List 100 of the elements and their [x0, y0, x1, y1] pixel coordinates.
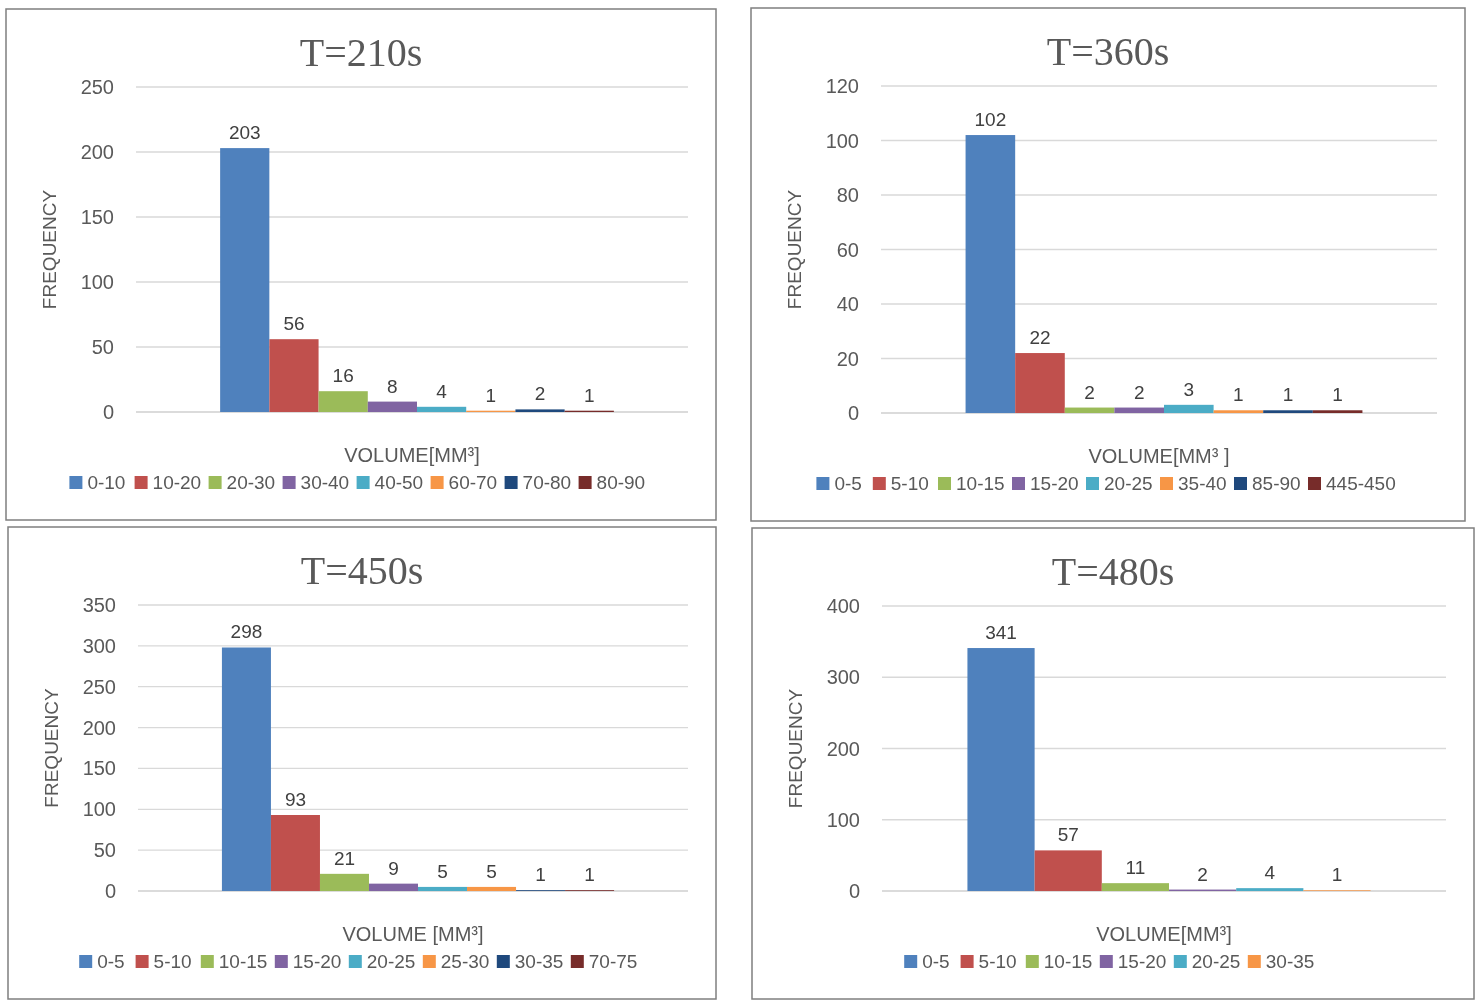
bar	[965, 135, 1016, 413]
y-tick-label: 200	[82, 716, 116, 739]
bar	[1263, 410, 1313, 413]
bar	[220, 148, 270, 412]
legend-label: 10-15	[1043, 951, 1093, 972]
data-label: 1	[1331, 864, 1343, 886]
data-label: 5	[486, 860, 497, 882]
legend-label: 20-30	[226, 472, 276, 493]
legend-label: 70-75	[588, 951, 638, 972]
y-tick-label: 100	[825, 129, 859, 152]
y-tick-label: 0	[102, 401, 114, 423]
data-label: 57	[1057, 824, 1079, 846]
bar	[467, 886, 517, 891]
legend-label: 10-20	[152, 472, 202, 493]
y-tick-label: 80	[836, 184, 859, 206]
x-axis-title: VOLUME[MM³ ]	[1088, 445, 1230, 467]
data-label: 16	[332, 365, 354, 387]
legend-label: 5-10	[890, 473, 929, 494]
y-tick-label: 0	[848, 880, 860, 902]
legend-label: 40-50	[374, 472, 424, 493]
y-tick-label: 0	[847, 402, 859, 424]
legend-label: 15-20	[1030, 473, 1079, 494]
y-axis-title: FREQUENCY	[785, 688, 806, 809]
bar	[1101, 883, 1169, 891]
data-label: 2	[1133, 381, 1145, 403]
bar	[1015, 353, 1065, 413]
chart-title: T=450s	[300, 548, 424, 593]
bar	[967, 648, 1035, 891]
legend-label: 0-5	[97, 951, 125, 972]
legend-label: 445-450	[1326, 473, 1396, 494]
data-label: 3	[1183, 378, 1195, 400]
data-label: 1	[584, 864, 595, 886]
data-label: 2	[1084, 381, 1095, 403]
legend-label: 0-5	[922, 951, 950, 972]
data-label: 4	[1264, 862, 1276, 884]
chart-title: T=480s	[1051, 549, 1175, 594]
chart-title: T=360s	[1046, 29, 1170, 74]
y-tick-label: 50	[91, 336, 114, 358]
legend-label: 85-90	[1252, 473, 1301, 494]
legend-label: 15-20	[1117, 951, 1167, 972]
y-tick-label: 20	[836, 347, 859, 370]
bar	[270, 815, 320, 891]
y-tick-label: 250	[80, 76, 114, 98]
y-tick-label: 400	[826, 595, 860, 617]
bar	[367, 401, 417, 412]
y-tick-label: 200	[826, 737, 860, 760]
bar	[417, 406, 467, 412]
legend-label: 25-30	[440, 951, 490, 972]
y-tick-label: 0	[104, 880, 116, 902]
y-tick-label: 120	[825, 75, 859, 97]
y-axis-title: FREQUENCY	[41, 688, 62, 808]
legend-label: 20-25	[1104, 473, 1153, 494]
bar	[319, 873, 369, 891]
legend-label: 5-10	[978, 951, 1017, 972]
legend-label: 20-25	[366, 951, 416, 972]
x-axis-title: VOLUME[MM³]	[1096, 923, 1232, 945]
legend-label: 0-5	[834, 473, 862, 494]
legend-label: 30-35	[514, 951, 564, 972]
bar	[318, 391, 368, 412]
data-label: 9	[388, 857, 399, 879]
legend-label: 10-15	[956, 473, 1005, 494]
y-tick-label: 200	[80, 141, 114, 163]
legend-label: 15-20	[292, 951, 342, 972]
data-label: 2	[534, 383, 546, 405]
data-label: 1	[583, 384, 595, 406]
legend-label: 60-70	[448, 472, 498, 493]
y-tick-label: 150	[80, 206, 114, 228]
data-label: 1	[1233, 384, 1244, 406]
y-tick-label: 40	[836, 293, 859, 315]
legend-label: 0-10	[87, 472, 126, 493]
data-label: 56	[283, 313, 305, 335]
data-label: 11	[1125, 857, 1146, 879]
y-axis-title: FREQUENCY	[39, 189, 60, 310]
legend-label: 20-25	[1191, 951, 1241, 972]
data-label: 22	[1029, 327, 1051, 349]
bar	[269, 339, 319, 412]
y-tick-label: 100	[82, 798, 116, 821]
x-axis-title: VOLUME[MM³]	[344, 444, 480, 466]
legend-label: 5-10	[153, 951, 192, 972]
y-tick-label: 350	[82, 594, 116, 616]
y-tick-label: 150	[82, 757, 116, 780]
legend-label: 70-80	[522, 472, 572, 493]
data-label: 298	[230, 621, 263, 643]
bar	[1213, 410, 1264, 413]
data-label: 102	[974, 109, 1007, 131]
y-axis-title: FREQUENCY	[784, 189, 805, 310]
data-label: 1	[485, 384, 497, 406]
legend-label: 30-35	[1265, 951, 1315, 972]
y-tick-label: 300	[826, 666, 860, 689]
data-label: 1	[1332, 384, 1343, 406]
bar	[1312, 410, 1363, 413]
bar	[1034, 850, 1102, 891]
data-label: 2	[1197, 863, 1208, 885]
data-label: 4	[436, 380, 448, 402]
legend-label: 80-90	[596, 472, 646, 493]
data-label: 5	[437, 860, 448, 882]
data-label: 203	[228, 122, 261, 144]
data-label: 93	[284, 789, 307, 811]
bar	[1114, 407, 1164, 413]
y-tick-label: 60	[836, 238, 859, 261]
